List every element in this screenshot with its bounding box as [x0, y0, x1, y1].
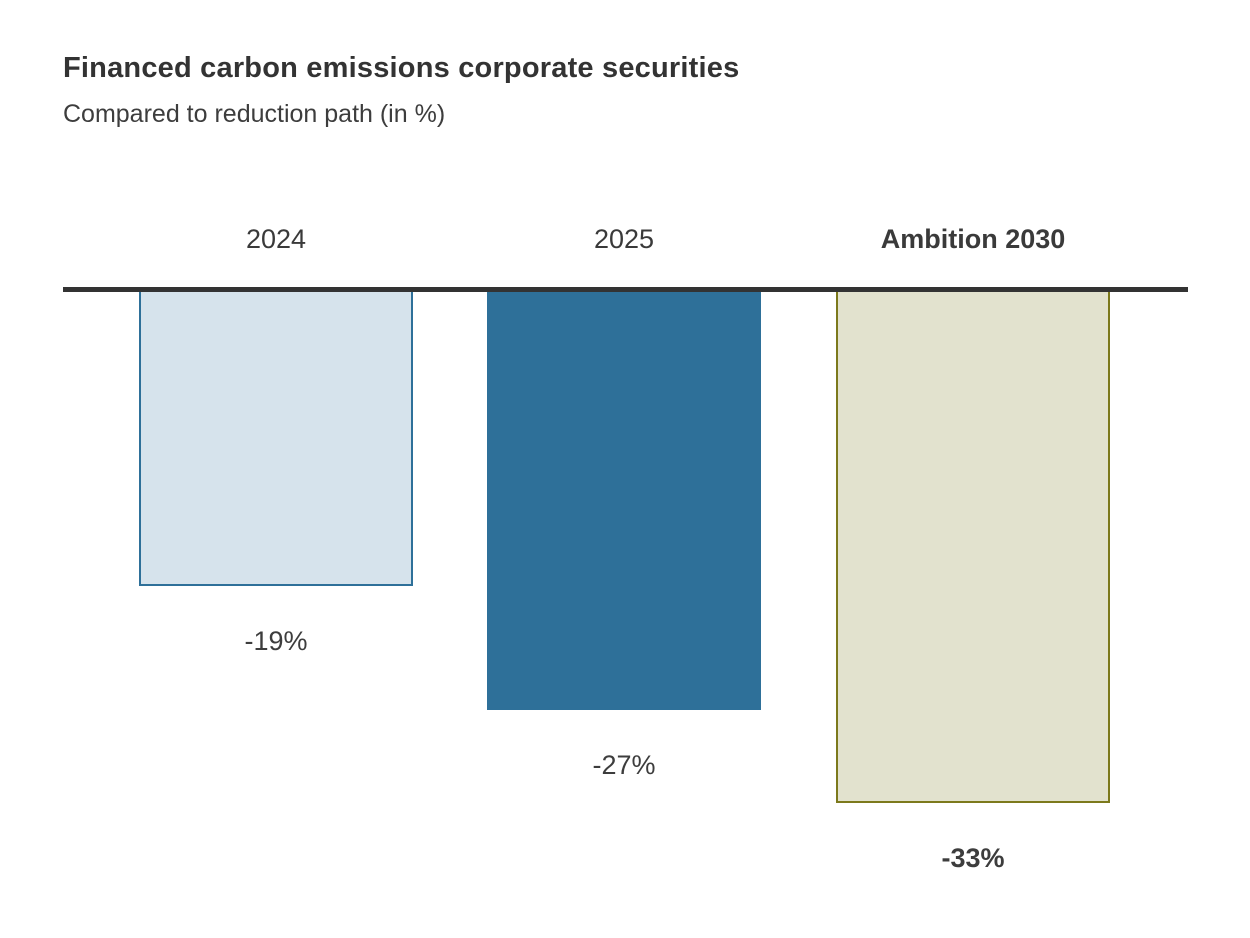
category-label-ambition-2030: Ambition 2030: [880, 224, 1066, 254]
bar-2025: [487, 292, 761, 710]
value-label-2024: -19%: [244, 626, 308, 656]
value-label-ambition-2030: -33%: [941, 843, 1005, 873]
category-label-2025: 2025: [593, 224, 655, 254]
bar-2024: [139, 292, 413, 586]
bar-ambition-2030: [836, 292, 1110, 803]
chart-title: Financed carbon emissions corporate secu…: [63, 52, 740, 84]
value-label-2025: -27%: [592, 750, 656, 780]
baseline-axis: [63, 287, 1188, 292]
category-label-2024: 2024: [245, 224, 307, 254]
chart-subtitle: Compared to reduction path (in %): [63, 100, 446, 128]
